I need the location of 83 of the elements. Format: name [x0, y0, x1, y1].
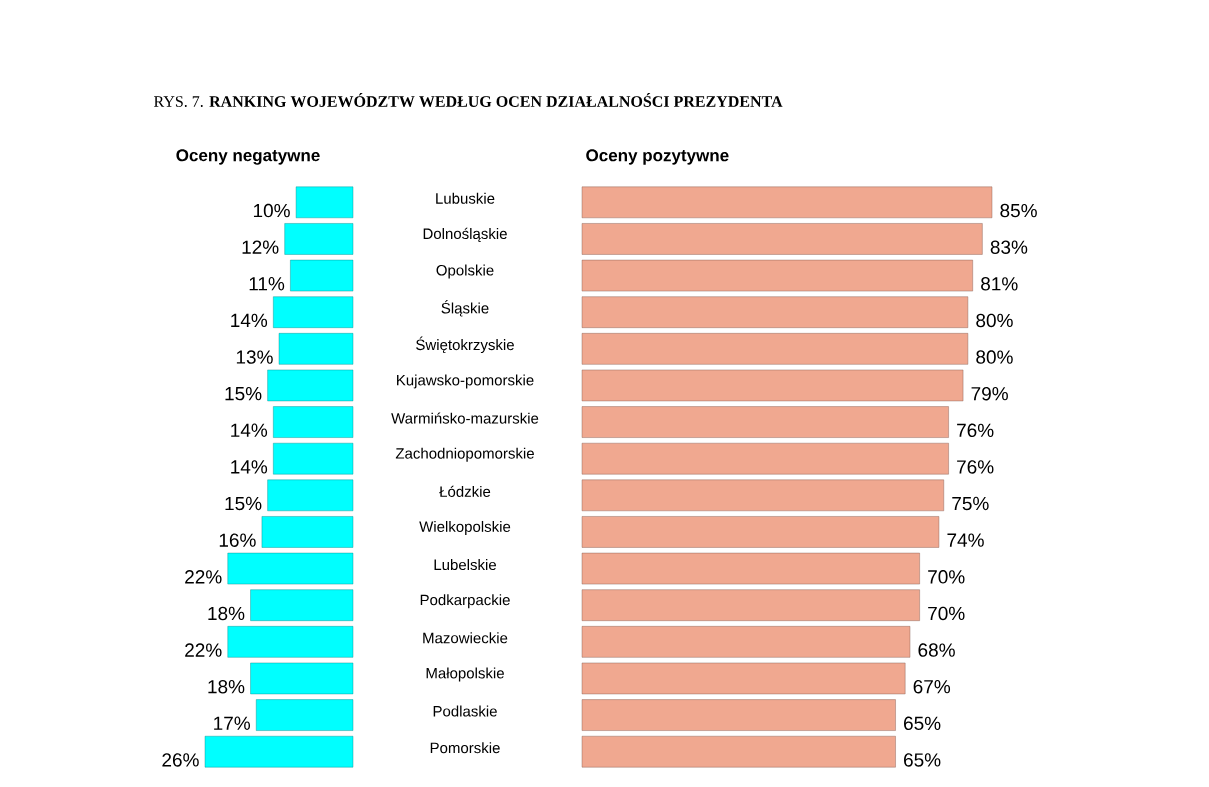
- y-tick-label: Małopolskie: [426, 667, 504, 682]
- data-label: 79%: [971, 386, 1008, 401]
- bar: [581, 369, 964, 402]
- bar: [250, 662, 354, 695]
- bar: [284, 223, 354, 255]
- data-label: 22%: [185, 643, 222, 657]
- data-label: 16%: [219, 533, 256, 547]
- bar: [581, 699, 896, 731]
- y-tick-label: Opolskie: [436, 264, 494, 279]
- bar: [261, 516, 354, 548]
- chart-title: Oceny pozytywne: [586, 149, 729, 165]
- data-label: 75%: [952, 496, 989, 511]
- data-label: 65%: [904, 716, 941, 731]
- bar: [581, 223, 983, 255]
- bar: [581, 626, 911, 658]
- bar: [581, 259, 973, 292]
- y-tick-label: Podlaskie: [433, 705, 497, 717]
- bar: [256, 699, 354, 731]
- bar: [273, 406, 354, 438]
- data-label: 18%: [208, 679, 245, 694]
- bar: [204, 736, 354, 768]
- text: RYS. 7. RANKING WOJEWÓDZTW WEDŁUG OCEN DZIAŁALNOŚCI PREZYDENTA: [153, 93, 783, 107]
- bar: [581, 443, 949, 475]
- chart-subtitle: Oceny negatywne: [176, 149, 320, 165]
- bar: [581, 552, 920, 585]
- bar: [581, 662, 906, 695]
- data-label: 14%: [231, 423, 268, 437]
- y-tick-label: Zachodniopomorskie: [395, 447, 534, 462]
- data-label: 18%: [208, 606, 245, 621]
- bar: [227, 626, 354, 658]
- y-tick-label: Pomorskie: [430, 742, 500, 754]
- bar: [581, 589, 920, 621]
- data-label: 76%: [957, 423, 994, 438]
- y-tick-label: Mazowieckie: [423, 632, 508, 644]
- data-label: 68%: [918, 643, 955, 657]
- data-label: 13%: [236, 350, 273, 364]
- data-label: 14%: [231, 313, 268, 328]
- bar: [267, 479, 354, 512]
- y-tick-label: Podkarpackie: [420, 594, 510, 609]
- data-label: 67%: [913, 679, 951, 694]
- y-tick-label: Świętokrzyskie: [416, 336, 514, 354]
- data-label: 83%: [990, 240, 1028, 254]
- data-label: 81%: [981, 277, 1018, 291]
- y-tick-label: Lubuskie: [436, 192, 495, 204]
- bar: [267, 369, 354, 402]
- data-label: 10%: [253, 203, 290, 218]
- bar: [581, 406, 949, 438]
- bar: [581, 516, 940, 548]
- data-label: 80%: [976, 350, 1013, 364]
- y-tick-label: Lubelskie: [434, 559, 497, 571]
- bar: [295, 186, 354, 219]
- data-label: 15%: [225, 496, 262, 511]
- bar: [278, 333, 354, 365]
- data-label: 22%: [185, 570, 222, 584]
- bar: [290, 259, 354, 292]
- bar: [581, 296, 969, 328]
- data-label: 65%: [904, 753, 941, 767]
- y-tick-label: Warmińsko-mazurskie: [391, 412, 539, 424]
- data-label: 14%: [231, 460, 268, 474]
- y-tick-label: Kujawsko-pomorskie: [397, 374, 534, 389]
- data-label: 80%: [976, 313, 1013, 328]
- data-label: 70%: [928, 606, 965, 621]
- data-label: 15%: [225, 386, 262, 401]
- data-label: 76%: [957, 460, 994, 474]
- data-label: 12%: [242, 240, 279, 254]
- data-label: 26%: [162, 753, 199, 767]
- data-label: 85%: [1000, 203, 1037, 218]
- y-tick-label: Wielkopolskie: [419, 520, 511, 535]
- bar: [273, 296, 354, 328]
- y-tick-label: Śląskie: [441, 299, 489, 317]
- bar: [273, 443, 354, 475]
- bar: [581, 479, 944, 512]
- y-tick-label: Dolnośląskie: [423, 227, 507, 243]
- bar: [250, 589, 354, 621]
- bar: [227, 552, 354, 585]
- data-label: 74%: [947, 533, 984, 547]
- data-label: 70%: [928, 570, 965, 584]
- data-label: 11%: [249, 277, 285, 291]
- bar: [581, 186, 993, 219]
- data-label: 17%: [214, 716, 251, 730]
- y-tick-label: Łódzkie: [439, 485, 491, 497]
- bar: [581, 333, 969, 365]
- bar: [581, 736, 896, 768]
